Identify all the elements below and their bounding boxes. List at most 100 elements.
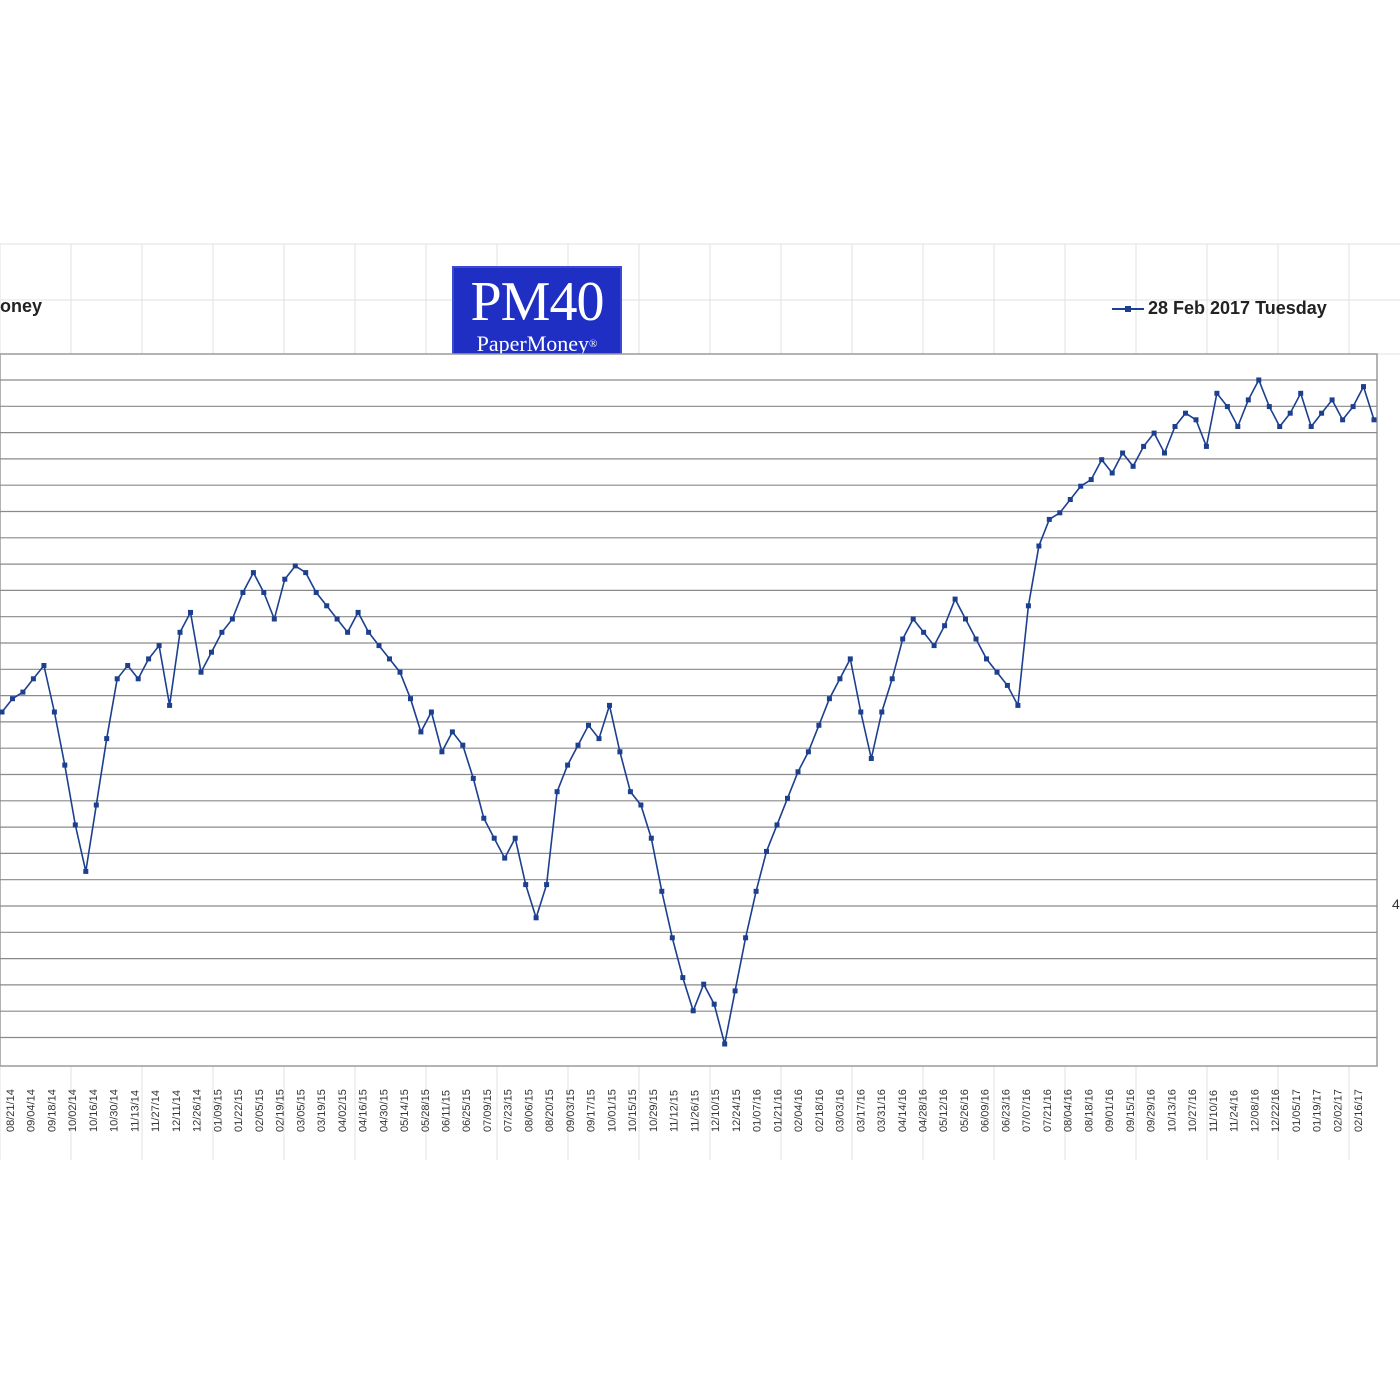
x-tick-label: 03/19/15 <box>316 1089 328 1132</box>
data-point <box>1350 404 1356 410</box>
x-tick-label: 02/05/15 <box>254 1089 266 1132</box>
x-tick-label: 12/22/16 <box>1270 1089 1282 1132</box>
data-point <box>313 590 319 595</box>
x-tick-label: 12/26/14 <box>192 1089 204 1132</box>
data-point <box>607 702 612 708</box>
x-tick-label: 12/24/15 <box>731 1089 743 1132</box>
data-point <box>868 756 874 761</box>
data-point <box>366 629 372 635</box>
x-tick-label: 06/25/15 <box>461 1089 473 1132</box>
data-point <box>847 656 853 662</box>
data-point <box>826 696 832 702</box>
data-point <box>470 775 476 781</box>
data-point <box>1151 430 1157 436</box>
data-point <box>1057 510 1063 516</box>
data-point <box>1130 463 1136 469</box>
data-point <box>1203 443 1209 449</box>
x-tick-label: 10/30/14 <box>109 1089 121 1132</box>
data-point <box>324 603 330 609</box>
data-point <box>1109 470 1115 476</box>
data-point <box>62 762 68 768</box>
data-point <box>565 762 571 768</box>
data-point <box>282 576 288 582</box>
x-tick-label: 11/24/16 <box>1229 1090 1241 1132</box>
data-point <box>575 742 581 748</box>
data-point <box>271 616 277 622</box>
data-point <box>889 676 895 682</box>
data-point <box>20 689 26 695</box>
data-point <box>408 696 413 702</box>
data-point <box>146 656 152 662</box>
logo-subtitle-text: PaperMoney <box>476 331 590 356</box>
data-point <box>1319 410 1325 416</box>
data-point <box>952 596 958 602</box>
data-point <box>209 649 214 655</box>
data-point <box>1099 457 1105 463</box>
data-point <box>1224 404 1230 410</box>
data-point <box>51 709 57 715</box>
data-point <box>1256 377 1262 383</box>
data-point <box>240 590 246 595</box>
data-point <box>397 669 403 675</box>
data-point <box>387 656 392 662</box>
data-point <box>83 868 89 874</box>
data-point <box>1329 397 1335 403</box>
data-point <box>418 729 424 735</box>
x-tick-label: 09/29/16 <box>1146 1089 1158 1132</box>
data-point <box>250 570 256 576</box>
data-point <box>732 988 738 994</box>
data-point <box>1287 410 1293 416</box>
data-point <box>910 616 916 622</box>
data-point <box>743 935 749 941</box>
data-point <box>795 769 801 775</box>
data-point <box>439 749 445 755</box>
data-point <box>1162 450 1167 456</box>
data-point <box>627 789 633 795</box>
data-point <box>753 888 759 894</box>
data-point <box>1371 417 1377 423</box>
data-point <box>198 669 204 675</box>
data-point <box>303 570 309 576</box>
data-point <box>533 915 539 921</box>
x-tick-label: 08/18/16 <box>1083 1089 1095 1132</box>
x-tick-label: 02/19/15 <box>275 1089 287 1132</box>
x-tick-label: 01/19/17 <box>1312 1089 1324 1132</box>
data-point <box>659 888 665 894</box>
x-tick-label: 08/20/15 <box>544 1089 556 1132</box>
x-tick-label: 10/01/15 <box>606 1089 618 1132</box>
data-point <box>502 855 508 861</box>
x-tick-label: 08/06/15 <box>524 1089 536 1132</box>
x-tick-label: 03/17/16 <box>855 1089 867 1132</box>
x-tick-label: 02/04/16 <box>793 1089 805 1132</box>
data-point <box>680 975 686 981</box>
logo-title: PM40 <box>470 271 605 333</box>
data-point <box>701 981 707 987</box>
x-tick-label: 03/05/15 <box>295 1089 307 1132</box>
data-point <box>10 696 15 702</box>
data-point <box>135 676 141 682</box>
data-point <box>1046 516 1052 522</box>
x-tick-label: 10/15/15 <box>627 1089 639 1132</box>
data-point <box>177 629 183 635</box>
data-point <box>690 1008 696 1014</box>
data-point <box>669 935 675 941</box>
data-point <box>1015 702 1021 708</box>
x-tick-label: 06/09/16 <box>980 1089 992 1132</box>
data-point <box>544 882 550 888</box>
x-tick-label: 05/12/16 <box>938 1089 950 1132</box>
legend-line-swatch <box>1112 306 1144 313</box>
data-point <box>428 709 434 715</box>
data-point <box>1214 390 1220 396</box>
data-point <box>837 676 843 682</box>
data-point <box>345 629 351 635</box>
x-tick-label: 01/07/16 <box>752 1089 764 1132</box>
x-tick-label: 01/21/16 <box>772 1089 784 1132</box>
data-point <box>481 815 487 821</box>
data-point <box>0 709 5 715</box>
data-point <box>125 663 131 668</box>
series-markers <box>0 377 1377 1047</box>
x-tick-label: 04/28/16 <box>918 1089 930 1132</box>
x-tick-label: 01/09/15 <box>212 1089 224 1132</box>
registered-mark: ® <box>589 338 598 350</box>
x-tick-label: 04/02/15 <box>337 1089 349 1132</box>
